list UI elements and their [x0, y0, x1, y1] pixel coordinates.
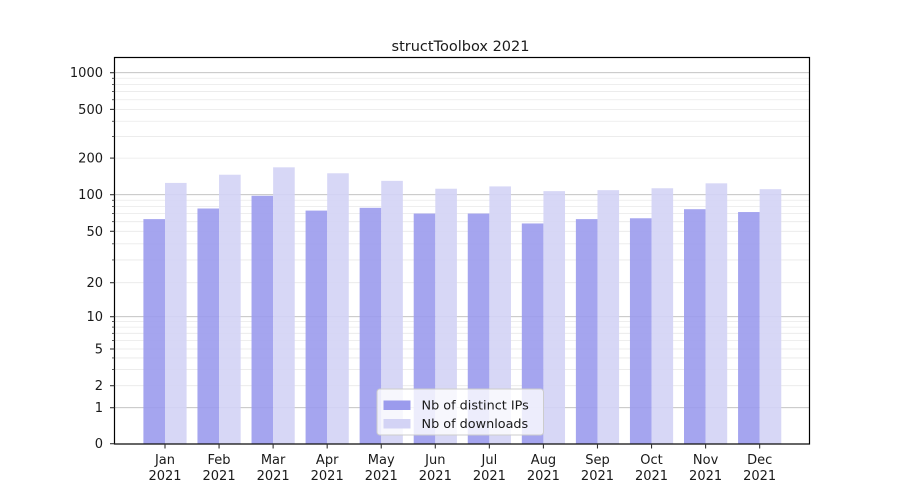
y-tick-label-1: 1 — [95, 401, 103, 416]
x-tick-label-jun: Jun 2021 — [419, 453, 452, 484]
legend-label-downloads: Nb of downloads — [422, 417, 529, 432]
plot-border — [113, 56, 811, 445]
legend-swatch-ips — [383, 400, 411, 410]
bar-downloads-feb — [219, 174, 241, 444]
bar-ips-aug — [521, 223, 544, 444]
bar-ips-nov — [684, 209, 706, 444]
bar-downloads-jan — [165, 182, 187, 444]
x-tick-label-oct: Oct 2021 — [635, 453, 668, 484]
x-tick-label-jul: Jul 2021 — [473, 453, 506, 484]
bar-ips-dec — [738, 212, 760, 444]
bar-downloads-nov — [705, 183, 728, 444]
x-tick-label-feb: Feb 2021 — [203, 453, 236, 484]
y-tick-label-500: 500 — [78, 103, 103, 118]
y-tick-label-10: 10 — [86, 310, 103, 325]
y-tick-label-0: 0 — [95, 437, 103, 452]
bar-ips-sep — [575, 219, 598, 444]
legend-box — [376, 388, 544, 436]
y-tick-label-200: 200 — [78, 152, 103, 167]
bar-ips-oct — [629, 218, 652, 444]
bar-downloads-may — [381, 180, 403, 444]
legend-swatch-downloads — [383, 419, 411, 429]
bar-downloads-jun — [435, 188, 457, 444]
bar-ips-jun — [413, 213, 436, 444]
bars — [143, 167, 782, 444]
bar-downloads-oct — [651, 188, 674, 444]
x-tick-label-dec: Dec 2021 — [743, 453, 776, 484]
bar-ips-apr — [305, 210, 328, 444]
y-tick-label-50: 50 — [86, 225, 103, 240]
y-tick-label-20: 20 — [86, 276, 103, 291]
legend-label-ips: Nb of distinct IPs — [422, 399, 530, 414]
x-tick-label-jan: Jan 2021 — [148, 453, 181, 484]
bar-downloads-mar — [273, 167, 295, 444]
bar-ips-jan — [143, 219, 165, 444]
bar-ips-may — [359, 207, 382, 444]
bar-downloads-sep — [597, 190, 620, 444]
x-tick-label-mar: Mar 2021 — [257, 453, 290, 484]
y-tick-label-100: 100 — [78, 188, 103, 203]
x-tick-label-aug: Aug 2021 — [527, 453, 560, 484]
legend: Nb of distinct IPs Nb of downloads — [376, 388, 544, 436]
bar-downloads-jul — [489, 186, 511, 444]
bar-ips-jul — [467, 213, 490, 444]
axes — [113, 56, 811, 445]
x-tick-label-nov: Nov 2021 — [689, 453, 722, 484]
x-tick-label-apr: Apr 2021 — [311, 453, 344, 484]
bar-ips-feb — [197, 208, 220, 444]
bar-downloads-aug — [543, 191, 566, 444]
tick-marks — [110, 72, 761, 449]
y-tick-label-5: 5 — [95, 343, 103, 358]
bar-ips-mar — [251, 195, 274, 444]
y-tick-label-2: 2 — [95, 379, 103, 394]
bar-downloads-apr — [327, 173, 349, 444]
x-tick-label-sep: Sep 2021 — [581, 453, 614, 484]
x-tick-label-may: May 2021 — [365, 453, 398, 484]
bar-downloads-dec — [759, 189, 782, 444]
y-tick-label-1000: 1000 — [70, 66, 103, 81]
chart-title: structToolbox 2021 — [392, 39, 530, 55]
